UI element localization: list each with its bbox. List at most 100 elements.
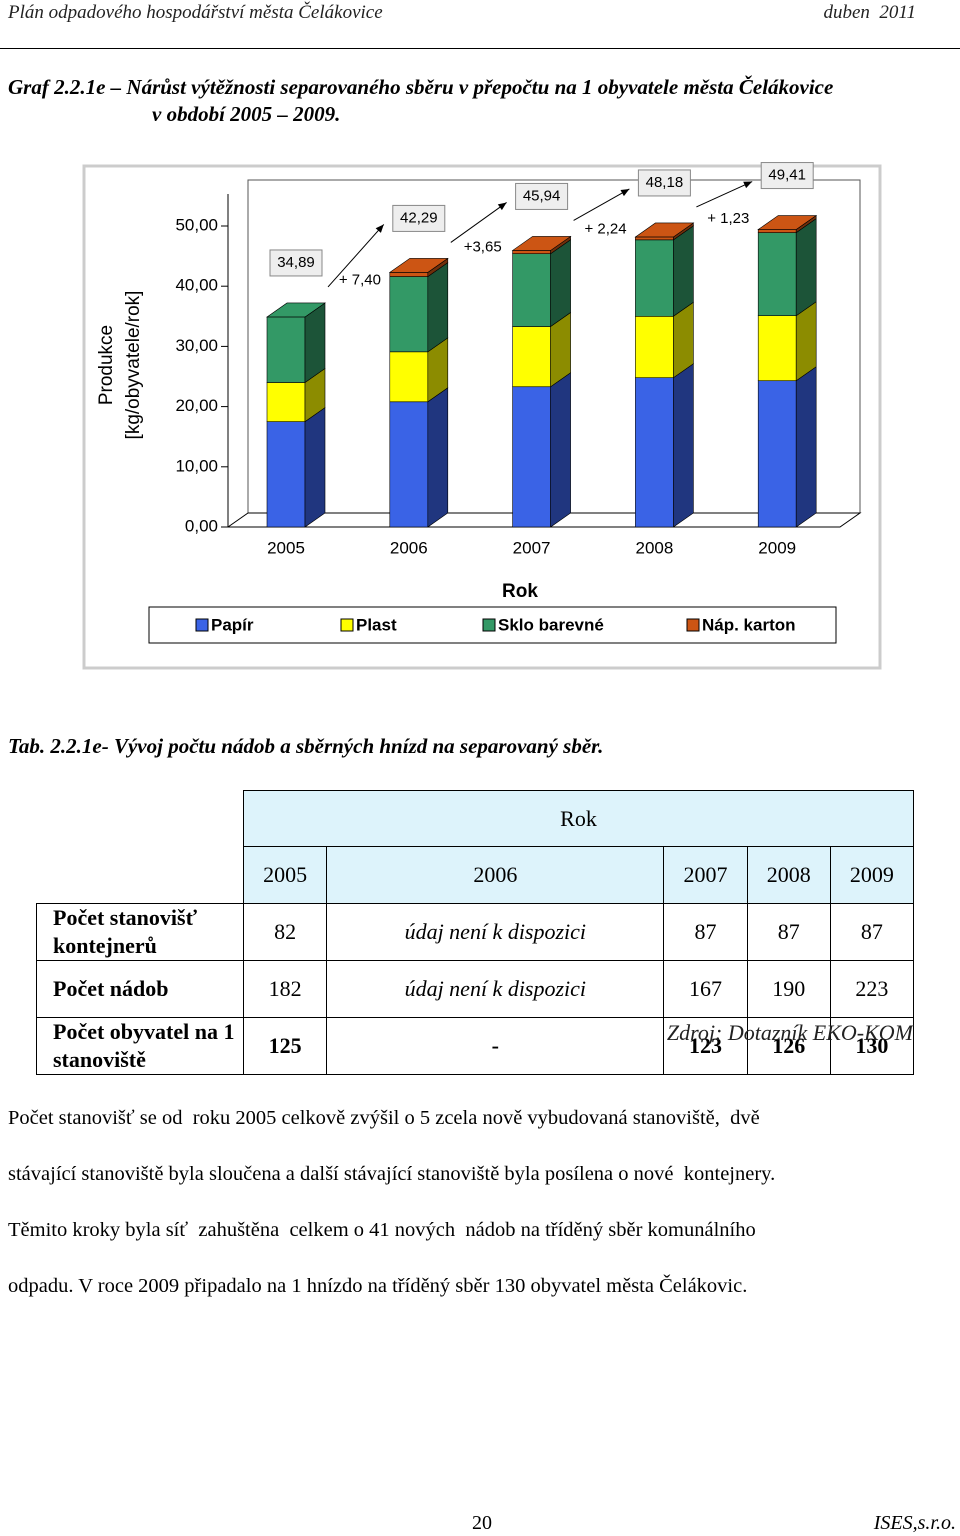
bar-segment: [266, 407, 326, 528]
bar-segment: [512, 372, 571, 528]
bar-side: [795, 366, 817, 528]
row-label: Počet nádob: [36, 959, 244, 1018]
increment-label: + 1,23: [707, 210, 749, 227]
total-label-box: [392, 204, 446, 232]
bar-segment: [389, 387, 449, 528]
bar-segment: [266, 302, 326, 384]
increment-label: +3,65: [464, 238, 502, 255]
paragraph: Počet stanovišť se od roku 2005 celkově …: [8, 1076, 775, 1328]
paragraph-line: Počet stanovišť se od roku 2005 celkově …: [8, 1107, 760, 1129]
bar-side: [304, 407, 326, 528]
bar-front: [389, 401, 429, 528]
legend-label: Sklo barevné: [498, 615, 604, 634]
bar-segment: [512, 239, 571, 328]
legend-label: Plast: [356, 615, 397, 634]
bar-front: [512, 253, 551, 327]
cell: 125: [242, 1016, 328, 1075]
y-axis-label-line: Produkce: [96, 325, 117, 405]
increment-arrow: [327, 224, 385, 288]
year: 2005: [242, 846, 328, 904]
year: 2007: [663, 846, 748, 904]
arrow-head: [497, 202, 507, 211]
legend-swatch: [686, 618, 700, 632]
cell: 87: [829, 902, 915, 961]
cell: 126: [746, 1016, 831, 1075]
bar-front: [266, 316, 306, 383]
header-title: Plán odpadového hospodářství města Čelák…: [8, 2, 383, 23]
y-tick-label: 50,00: [175, 215, 218, 234]
bar-side: [550, 372, 571, 528]
bar-front: [757, 380, 797, 528]
bar-front: [266, 421, 306, 528]
bar-segment: [266, 302, 326, 318]
bar-front: [512, 250, 551, 254]
bar-side: [550, 239, 571, 328]
bar-front: [635, 315, 674, 379]
bar-segment: [757, 366, 817, 528]
year: 2009: [829, 846, 915, 904]
cell: 182: [242, 959, 328, 1018]
bar-top: [634, 222, 695, 238]
bar-front: [389, 276, 429, 353]
figure-caption: v období 2005 – 2009.: [152, 102, 341, 126]
table-header: Rok: [243, 790, 914, 847]
cell: 190: [746, 959, 831, 1018]
page-number: 20: [472, 1512, 492, 1534]
increment-arrow: [573, 188, 630, 221]
table-source: Zdroj: Dotazník EKO-KOM: [666, 1020, 913, 1045]
bar-front: [635, 236, 674, 241]
cell: 87: [746, 902, 831, 961]
bar-segment: [389, 337, 449, 403]
total-label-box: [637, 169, 691, 197]
y-axis-label-line: [kg/obyvatele/rok]: [123, 291, 144, 440]
bar-side: [673, 225, 694, 317]
bar-top: [266, 302, 326, 318]
bar-segment: [388, 257, 449, 278]
bar-front: [266, 382, 306, 422]
paragraph-line: stávající stanoviště byla sloučena a dal…: [8, 1163, 776, 1185]
bar-segment: [757, 301, 817, 382]
bar-segment: [512, 311, 571, 388]
total-label: 34,89: [277, 254, 315, 271]
bar-front: [389, 272, 429, 277]
chart: 0,00 10,00 20,00 30,00 40,00 50,00 Produkce [kg…: [82, 162, 882, 670]
bar-side: [795, 218, 817, 317]
empty-cell: [37, 847, 244, 904]
bar-segment: [634, 222, 695, 241]
bar-segment: [635, 363, 694, 528]
bar-segment: [635, 301, 694, 379]
x-tick-label: 2006: [390, 538, 428, 557]
year: 2008: [746, 846, 831, 904]
paragraph-line: odpadu. V roce 2009 připadalo na 1 hnízd…: [8, 1275, 748, 1297]
bar-segment: [635, 225, 694, 317]
x-tick-label: 2009: [758, 538, 796, 557]
cell: 130: [829, 1016, 915, 1075]
legend-label: Náp. karton: [702, 615, 796, 634]
y-tick-label: 30,00: [175, 336, 218, 355]
cell: údaj není k dispozici: [326, 959, 665, 1018]
total-label-box: [269, 249, 323, 277]
x-tick-label: 2007: [513, 538, 551, 557]
header-rule: [0, 48, 960, 49]
cell: údaj není k dispozici: [326, 902, 665, 961]
total-label-box: [515, 182, 569, 210]
cell: 82: [242, 902, 328, 961]
table-caption: Tab. 2.2.1e- Vývoj počtu nádob a sběrnýc…: [8, 734, 604, 758]
bar-front: [389, 351, 429, 403]
bar-front: [757, 232, 797, 316]
figure-caption: Graf 2.2.1e – Nárůst výtěžnosti separova…: [8, 75, 834, 99]
legend-label: Papír: [211, 615, 254, 634]
bar-front: [757, 229, 797, 233]
bar-top: [511, 236, 572, 251]
increment-arrow: [450, 202, 507, 243]
increment-arrow: [696, 181, 753, 208]
bar-front: [757, 315, 797, 382]
arrow-head: [620, 188, 630, 197]
bar-segment: [757, 218, 817, 317]
bar-segment: [511, 235, 572, 255]
total-label-box: [760, 162, 814, 190]
bar-front: [635, 239, 674, 317]
increment-label: + 2,24: [584, 221, 626, 238]
bar-front: [512, 326, 551, 388]
cell: -: [326, 1016, 665, 1075]
